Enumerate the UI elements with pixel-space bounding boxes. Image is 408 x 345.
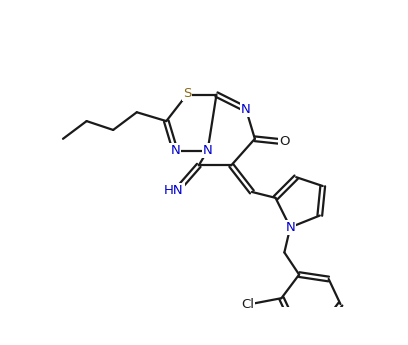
Text: N: N: [203, 144, 213, 157]
Text: O: O: [279, 135, 290, 148]
Text: N: N: [170, 144, 180, 157]
Text: HN: HN: [164, 184, 184, 197]
Text: S: S: [183, 87, 191, 100]
Text: N: N: [241, 103, 251, 116]
Text: N: N: [285, 221, 295, 234]
Text: Cl: Cl: [241, 298, 254, 310]
